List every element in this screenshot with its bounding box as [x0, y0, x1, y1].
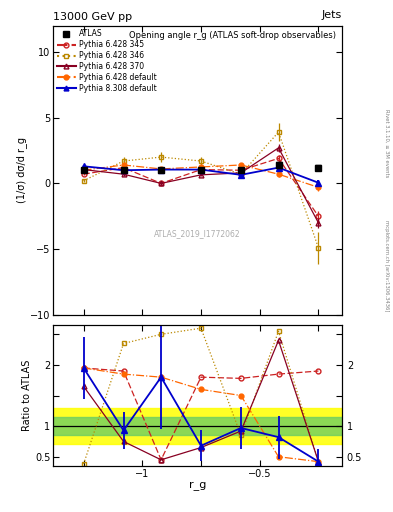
- Y-axis label: (1/σ) dσ/d r_g: (1/σ) dσ/d r_g: [16, 137, 27, 203]
- Bar: [53, 408, 342, 444]
- Y-axis label: Ratio to ATLAS: Ratio to ATLAS: [22, 360, 32, 431]
- Text: ATLAS_2019_I1772062: ATLAS_2019_I1772062: [154, 229, 241, 239]
- Text: Opening angle r_g (ATLAS soft-drop observables): Opening angle r_g (ATLAS soft-drop obser…: [129, 31, 336, 40]
- Text: Rivet 3.1.10, ≥ 3M events: Rivet 3.1.10, ≥ 3M events: [384, 109, 389, 178]
- Legend: ATLAS, Pythia 6.428 345, Pythia 6.428 346, Pythia 6.428 370, Pythia 6.428 defaul: ATLAS, Pythia 6.428 345, Pythia 6.428 34…: [55, 28, 158, 95]
- Text: mcplots.cern.ch [arXiv:1306.3436]: mcplots.cern.ch [arXiv:1306.3436]: [384, 221, 389, 312]
- Bar: [53, 417, 342, 435]
- Text: Jets: Jets: [321, 10, 342, 20]
- Text: 13000 GeV pp: 13000 GeV pp: [53, 12, 132, 22]
- X-axis label: r_g: r_g: [189, 481, 206, 492]
